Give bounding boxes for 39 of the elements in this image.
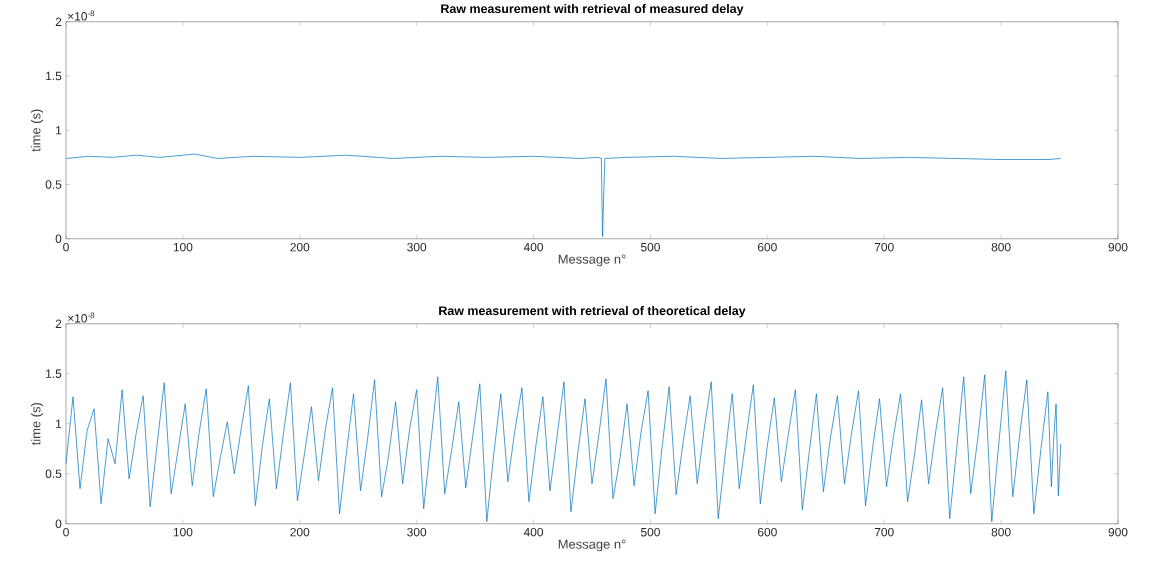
x-tick-label: 800 xyxy=(991,243,1011,252)
x-tick-label: 600 xyxy=(757,528,777,537)
x-tick-label: 800 xyxy=(991,528,1011,537)
x-tick-label: 0 xyxy=(63,528,69,537)
x-tick-label: 500 xyxy=(640,528,660,537)
x-tick-label: 0 xyxy=(63,243,69,252)
line-series xyxy=(65,370,1062,523)
x-tick-label: 100 xyxy=(173,243,193,252)
y-axis-title: time (s) xyxy=(30,109,44,152)
x-tick-label: 400 xyxy=(523,243,544,252)
x-tick-label: 700 xyxy=(874,243,894,252)
x-tick-label: 300 xyxy=(407,528,427,537)
chart-title: Raw measurement with retrieval of measured delay xyxy=(441,4,744,16)
y-tick-label: 0.5 xyxy=(45,180,62,189)
x-tick-label: 300 xyxy=(407,243,427,252)
x-tick-label: 100 xyxy=(173,528,193,537)
x-tick-label: 200 xyxy=(290,243,310,252)
text: ×10$^{-8}$ xyxy=(68,312,95,323)
y-tick-label: 0 xyxy=(55,519,62,529)
y-tick-label: 2 xyxy=(55,319,62,329)
y-tick-label: 1 xyxy=(56,419,62,428)
y-tick-label: 1.5 xyxy=(46,369,62,379)
x-tick-label: 400 xyxy=(523,528,544,537)
x-axis-title: Message n° xyxy=(558,539,626,552)
y-tick-label: 1 xyxy=(56,126,62,135)
x-axis-title: Message n° xyxy=(558,254,626,267)
x-tick-label: 600 xyxy=(757,243,777,252)
x-tick-label: 700 xyxy=(874,528,894,537)
x-tick-label: 500 xyxy=(640,243,660,252)
x-tick-label: 900 xyxy=(1108,528,1128,537)
text: ×10$^{-8}$ xyxy=(68,10,95,21)
x-tick-label: 900 xyxy=(1108,243,1128,252)
y-tick-label: 0.5 xyxy=(45,469,62,479)
y-tick-label: 2 xyxy=(55,17,62,27)
y-tick-label: 1.5 xyxy=(46,71,62,81)
x-tick-label: 200 xyxy=(290,528,310,537)
y-tick-label: 0 xyxy=(55,234,62,244)
chart-title: Raw measurement with retrieval of theoretical delay xyxy=(439,306,746,318)
y-axis-title: time (s) xyxy=(30,403,44,446)
